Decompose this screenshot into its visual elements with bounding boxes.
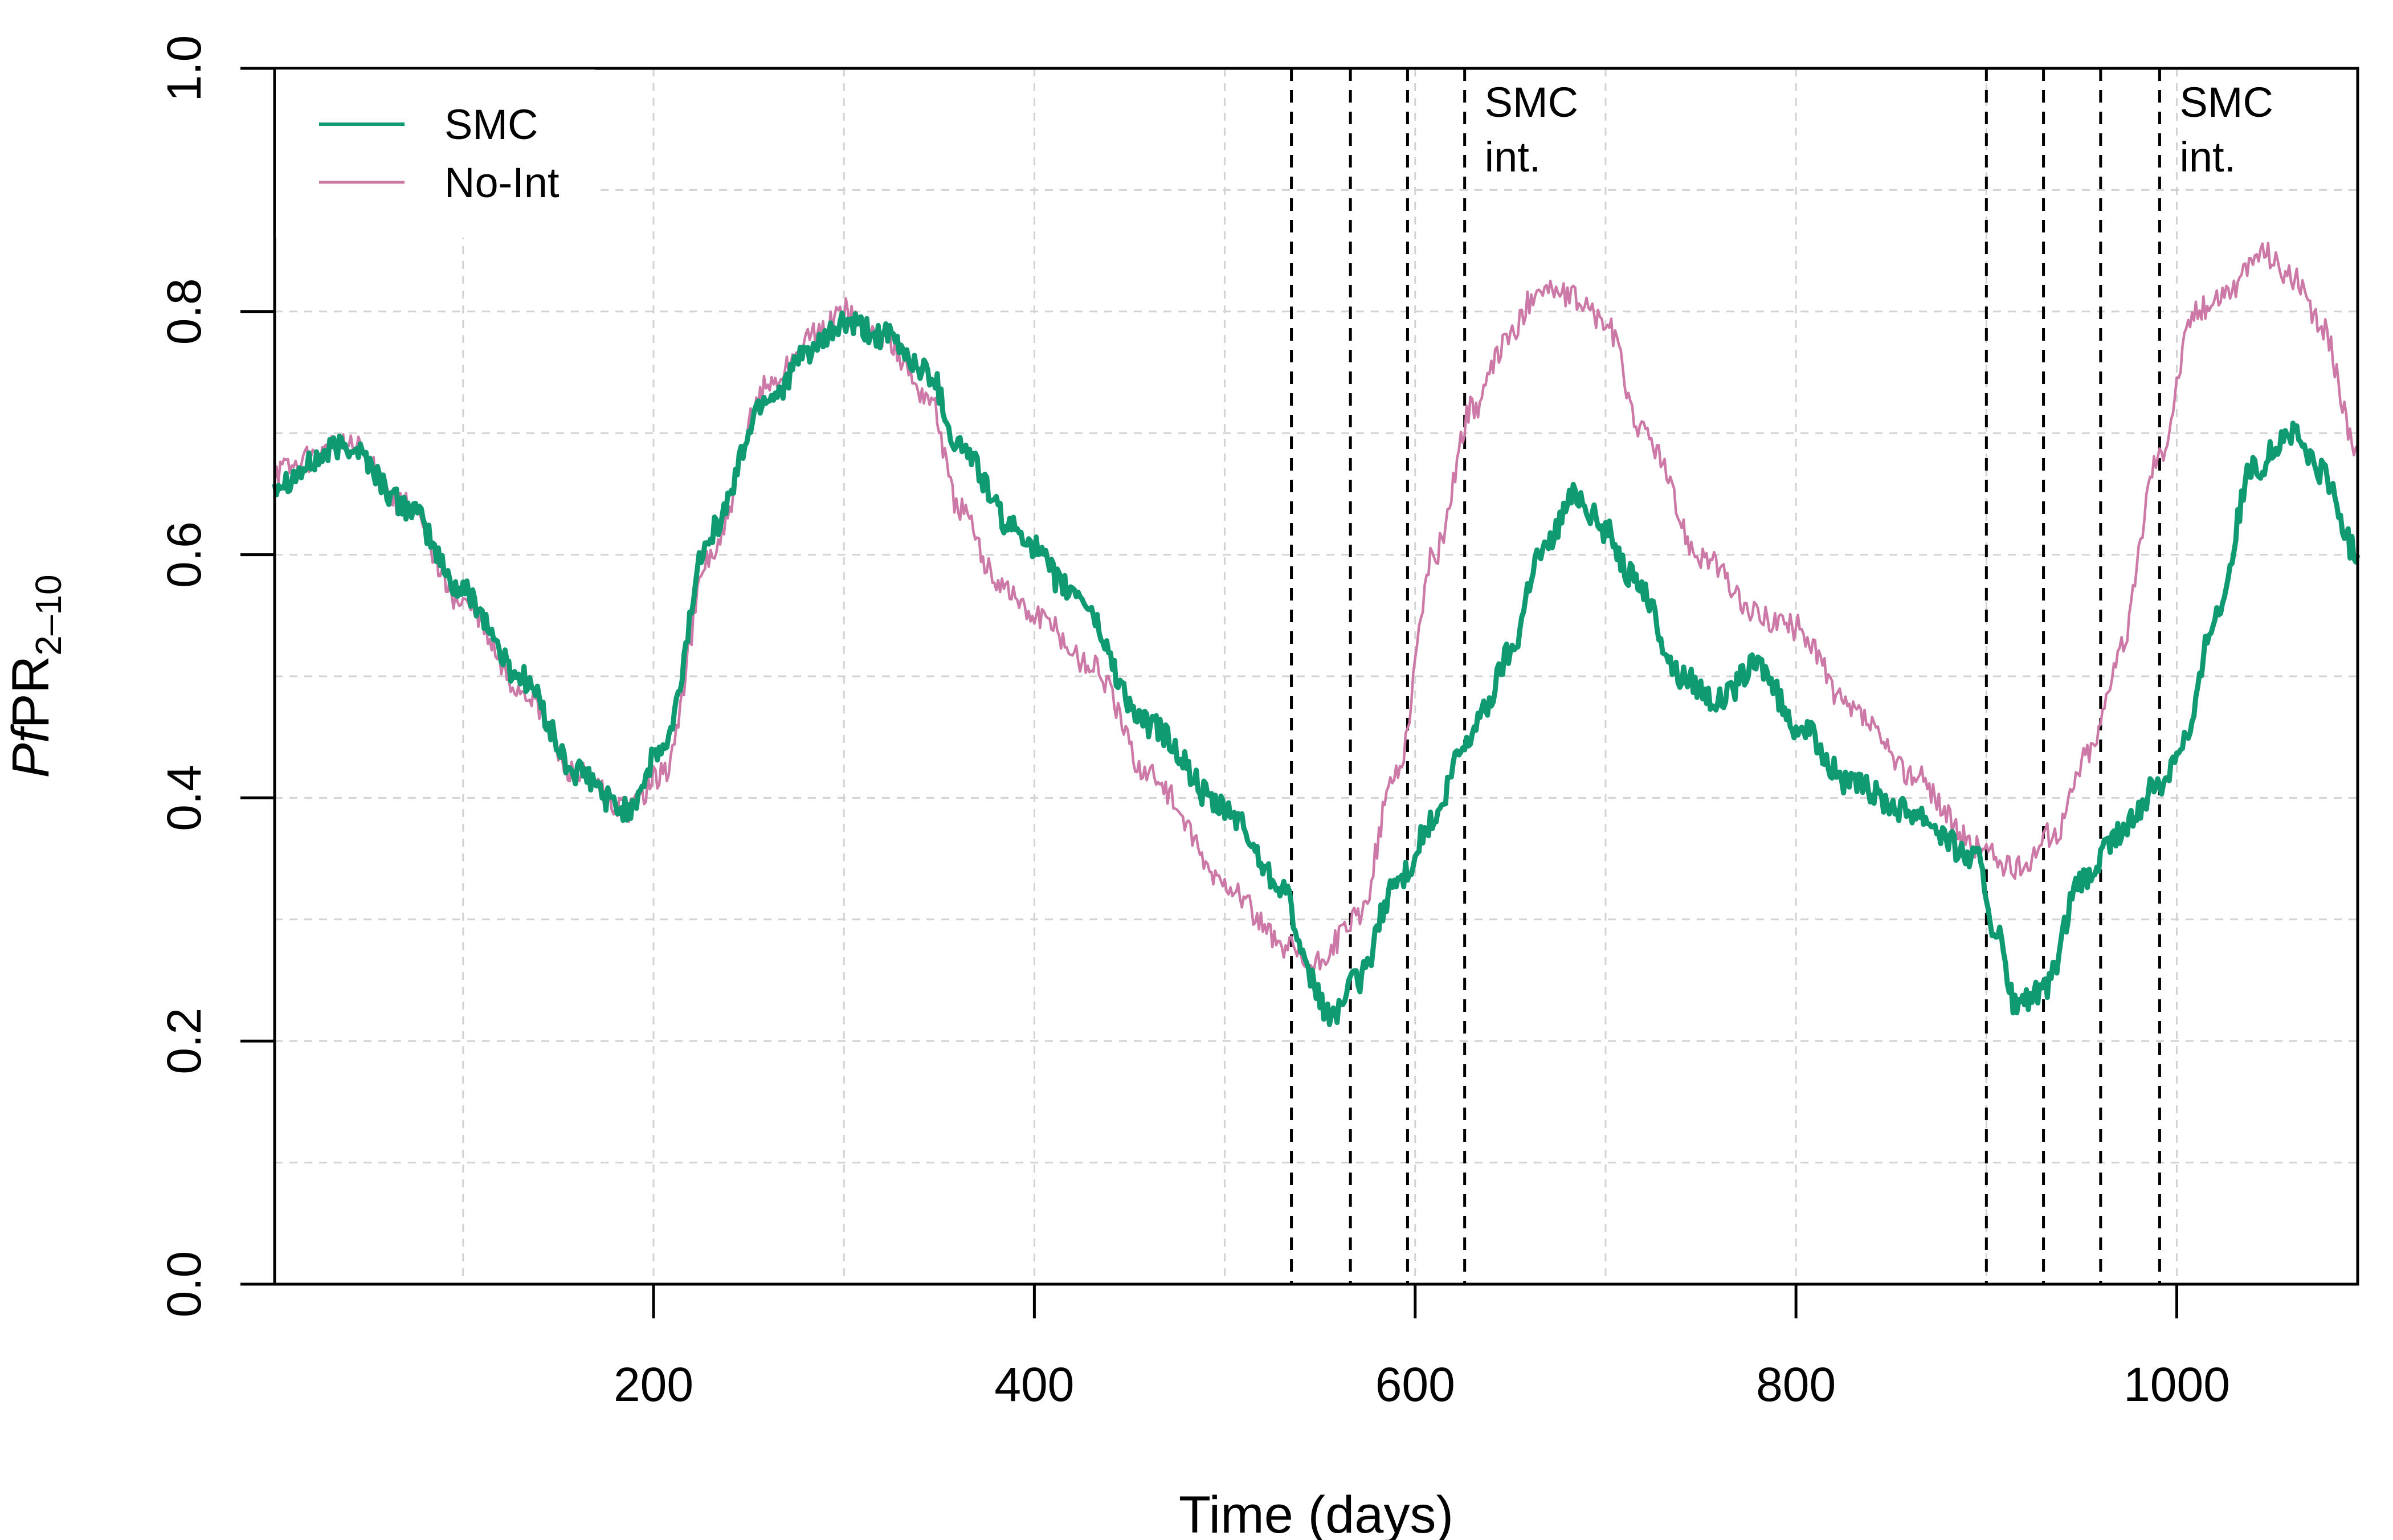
annotation-text: SMC — [1485, 79, 1578, 126]
annotation-text: SMC — [2179, 79, 2273, 126]
series-layer — [272, 242, 2361, 1027]
axes: 200 400 600 800 1000 0.0 0.2 0.4 0.6 0.8 1.0 — [157, 35, 2230, 1411]
series-line-smc — [272, 311, 2361, 1027]
legend: SMC No-Int — [276, 70, 595, 238]
annotation-text: int. — [1485, 133, 1541, 181]
x-tick-label: 400 — [994, 1358, 1074, 1411]
annotations: SMC int. SMC int. — [1485, 79, 2273, 181]
y-tick-label: 0.4 — [157, 765, 211, 831]
y-axis-title-suffix: PR — [2, 656, 60, 729]
legend-label-noint: No-Int — [444, 159, 560, 206]
grid-layer — [275, 67, 2358, 1284]
x-tick-label: 800 — [1756, 1358, 1836, 1411]
y-tick-label: 0.8 — [157, 278, 211, 345]
x-tick-label: 1000 — [2124, 1358, 2230, 1411]
y-tick-label: 1.0 — [157, 35, 211, 102]
y-axis-title: PfPR2–10 — [2, 574, 69, 778]
y-axis-title-prefix: P — [2, 743, 60, 778]
x-axis-title: Time (days) — [1179, 1486, 1453, 1540]
y-axis-title-subscript: 2–10 — [28, 574, 69, 655]
y-tick-label: 0.6 — [157, 521, 211, 588]
series-line-no-int — [273, 242, 2359, 973]
annotation-text: int. — [2179, 133, 2236, 181]
legend-label-smc: SMC — [444, 101, 538, 148]
x-tick-label: 600 — [1375, 1358, 1455, 1411]
x-tick-label: 200 — [614, 1358, 693, 1411]
y-tick-label: 0.2 — [157, 1008, 211, 1075]
y-tick-label: 0.0 — [157, 1251, 211, 1318]
intervention-lines — [1290, 68, 2161, 1284]
legend-box — [276, 70, 595, 238]
